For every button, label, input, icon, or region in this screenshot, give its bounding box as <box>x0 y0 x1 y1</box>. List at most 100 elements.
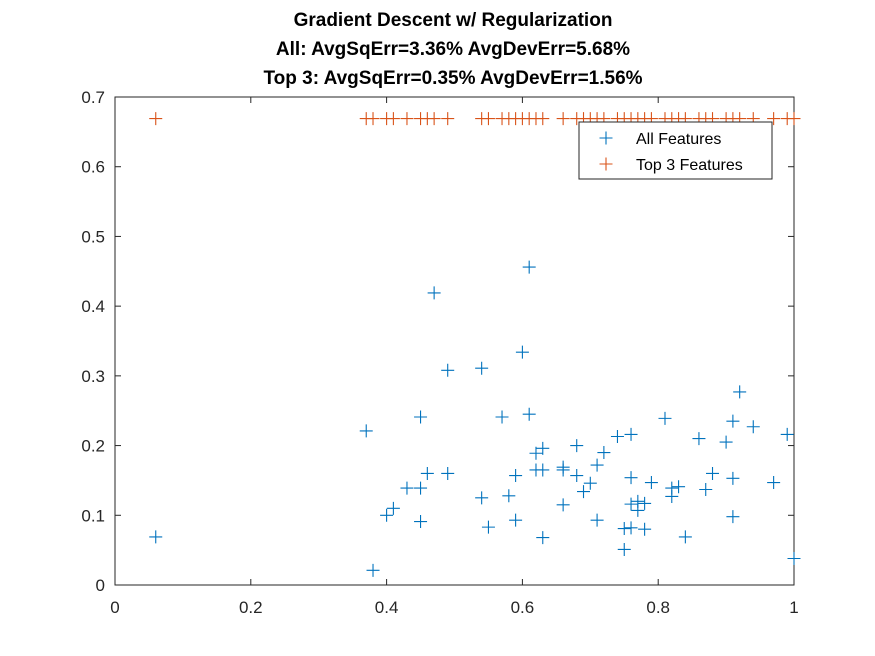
series-top-3-features <box>149 112 801 126</box>
data-point <box>672 480 686 494</box>
legend-plus-marker <box>599 131 613 145</box>
data-point <box>149 530 163 544</box>
data-point <box>420 466 434 480</box>
data-point <box>556 498 570 512</box>
title-line-2: All: AvgSqErr=3.36% AvgDevErr=5.68% <box>276 39 630 60</box>
data-point <box>536 463 550 477</box>
legend: All Features Top 3 Features <box>578 121 773 180</box>
data-point <box>624 427 638 441</box>
x-tick-label: 0.6 <box>511 598 535 617</box>
data-point <box>590 458 604 472</box>
data-point <box>638 522 652 536</box>
data-point <box>767 112 781 126</box>
data-point <box>556 112 570 126</box>
y-tick-label: 0.2 <box>81 437 105 456</box>
data-point <box>366 112 380 126</box>
y-tick-label: 0 <box>96 576 105 595</box>
x-axis: 0 0.2 0.4 0.6 0.8 1 <box>110 97 799 617</box>
y-tick-label: 0.1 <box>81 506 105 525</box>
title-line-1: Gradient Descent w/ Regularization <box>294 10 613 31</box>
data-point <box>427 112 441 126</box>
data-point <box>359 424 373 438</box>
data-point <box>617 522 631 536</box>
data-point <box>536 441 550 455</box>
data-point <box>767 476 781 490</box>
x-tick-label: 1 <box>789 598 798 617</box>
data-point <box>414 410 428 424</box>
data-point <box>414 515 428 529</box>
title-line-3: Top 3: AvgSqErr=0.35% AvgDevErr=1.56% <box>263 68 642 89</box>
y-tick-label: 0.5 <box>81 227 105 246</box>
data-point <box>726 510 740 524</box>
data-point <box>678 530 692 544</box>
chart-title: Gradient Descent w/ Regularization All: … <box>263 10 642 89</box>
data-point <box>658 411 672 425</box>
x-tick-label: 0 <box>110 598 119 617</box>
data-point <box>780 427 794 441</box>
data-point <box>638 496 652 510</box>
data-point <box>386 112 400 126</box>
data-point <box>692 432 706 446</box>
data-point <box>719 435 733 449</box>
data-point <box>509 469 523 483</box>
data-point <box>570 439 584 453</box>
data-point <box>427 286 441 300</box>
data-point <box>644 476 658 490</box>
data-point <box>475 491 489 505</box>
data-point <box>522 407 536 421</box>
x-tick-label: 0.2 <box>239 598 263 617</box>
data-point <box>631 503 645 517</box>
data-point <box>624 497 638 511</box>
data-point <box>414 481 428 495</box>
data-point <box>475 361 489 375</box>
data-point <box>502 489 516 503</box>
data-point <box>746 420 760 434</box>
data-point <box>481 520 495 534</box>
data-point <box>515 345 529 359</box>
data-point <box>597 446 611 460</box>
data-point <box>665 481 679 495</box>
y-tick-label: 0.3 <box>81 367 105 386</box>
data-point <box>726 414 740 428</box>
data-point <box>386 501 400 515</box>
y-tick-label: 0.6 <box>81 158 105 177</box>
x-tick-label: 0.4 <box>375 598 399 617</box>
legend-label-top-3-features: Top 3 Features <box>636 157 743 174</box>
x-tick-label: 0.8 <box>646 598 670 617</box>
data-point <box>400 481 414 495</box>
data-point <box>787 112 801 126</box>
data-point <box>441 466 455 480</box>
data-point <box>577 485 591 499</box>
data-point <box>522 260 536 274</box>
series-all-features <box>149 260 801 577</box>
data-point <box>529 446 543 460</box>
data-point <box>706 466 720 480</box>
data-point <box>617 542 631 556</box>
data-point <box>536 112 550 126</box>
data-point <box>149 112 163 126</box>
data-point <box>556 463 570 477</box>
data-point <box>583 476 597 490</box>
data-point <box>441 112 455 126</box>
data-point <box>441 363 455 377</box>
data-markers <box>149 112 801 577</box>
data-point <box>481 112 495 126</box>
legend-plus-marker <box>599 157 613 171</box>
data-point <box>400 112 414 126</box>
data-point <box>366 563 380 577</box>
data-point <box>570 469 584 483</box>
data-point <box>624 471 638 485</box>
data-point <box>787 552 801 566</box>
legend-box <box>578 121 773 180</box>
data-point <box>624 521 638 535</box>
y-tick-label: 0.7 <box>81 88 105 107</box>
data-point <box>380 508 394 522</box>
data-point <box>536 531 550 545</box>
legend-marker-top-3-features <box>599 157 613 171</box>
legend-label-all-features: All Features <box>636 131 721 148</box>
data-point <box>509 513 523 527</box>
y-tick-label: 0.4 <box>81 297 105 316</box>
data-point <box>699 482 713 496</box>
data-point <box>495 410 509 424</box>
